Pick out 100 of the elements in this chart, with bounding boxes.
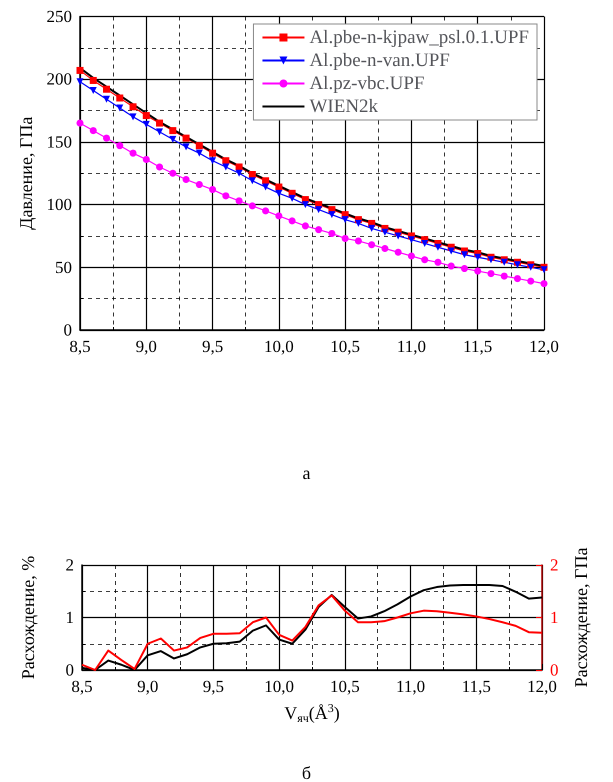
point — [76, 78, 84, 86]
point — [222, 163, 230, 170]
point — [460, 251, 468, 258]
y-tick-label: 1 — [66, 608, 74, 627]
y-tick-label: 0 — [64, 320, 72, 340]
point — [169, 136, 176, 143]
y-tick-label: 0 — [66, 660, 74, 680]
y2-tick-label: 1 — [550, 608, 558, 627]
point — [103, 134, 110, 142]
point — [90, 127, 97, 134]
point — [116, 142, 124, 150]
point — [142, 156, 150, 163]
point — [460, 265, 468, 272]
x-tick-label: 9,5 — [202, 677, 224, 696]
point — [368, 224, 376, 232]
text: б — [302, 763, 312, 782]
y-tick-label: 200 — [46, 70, 72, 89]
point — [262, 207, 270, 214]
point — [500, 272, 508, 280]
x-tick-label: 9,5 — [202, 337, 224, 356]
legend-label: Al.pz-vbc.UPF — [309, 73, 425, 94]
point — [288, 194, 296, 202]
point — [76, 120, 84, 127]
y-tick-label: 50 — [55, 258, 72, 277]
point — [222, 192, 230, 200]
point — [248, 177, 256, 184]
point — [275, 190, 282, 197]
point — [342, 234, 349, 242]
x-tick-label: 10,0 — [264, 337, 294, 356]
x-tick-label: 9,0 — [137, 677, 158, 696]
x-tick-label: 8,5 — [69, 337, 91, 356]
point — [315, 226, 322, 234]
point — [381, 228, 388, 236]
y-axis-title: Расхождение, % — [18, 556, 38, 680]
point — [169, 127, 176, 134]
point — [169, 170, 176, 177]
point — [222, 157, 230, 164]
point — [448, 248, 455, 254]
point — [76, 66, 84, 74]
legend-label: WIEN2k — [309, 96, 379, 117]
point — [236, 163, 243, 170]
x-tick-label: 10,5 — [330, 337, 360, 356]
point — [156, 128, 164, 136]
point — [302, 222, 309, 230]
point — [130, 150, 137, 157]
point — [196, 181, 203, 188]
point — [354, 220, 362, 227]
point — [381, 244, 388, 252]
point — [421, 240, 428, 247]
point — [236, 170, 243, 177]
point — [209, 157, 216, 164]
point — [142, 120, 150, 128]
y-tick-label: 2 — [66, 556, 74, 574]
point — [487, 256, 494, 264]
x-tick-label: 11,5 — [462, 677, 491, 696]
x-tick-label: 11,5 — [463, 337, 492, 356]
point — [130, 113, 137, 120]
point — [514, 275, 521, 282]
point — [236, 197, 243, 204]
point — [182, 143, 190, 150]
point — [248, 171, 256, 178]
point — [315, 206, 322, 214]
point — [209, 186, 216, 194]
point — [434, 258, 442, 266]
point — [275, 212, 282, 220]
point — [130, 103, 137, 110]
point — [288, 217, 296, 224]
point — [182, 176, 190, 184]
point — [262, 184, 270, 191]
point — [540, 266, 548, 274]
point — [142, 112, 150, 120]
point — [368, 241, 376, 248]
legend-label: Al.pbe-n-van.UPF — [309, 50, 450, 71]
point — [474, 268, 482, 275]
point — [90, 86, 97, 94]
x-tick-label: 12,0 — [527, 677, 557, 696]
point — [408, 252, 415, 260]
point — [196, 150, 203, 157]
point — [514, 261, 521, 268]
y-tick-label: 100 — [46, 195, 72, 214]
point — [527, 278, 534, 285]
point — [527, 264, 534, 271]
point — [116, 104, 124, 112]
point — [156, 120, 164, 127]
point — [434, 244, 442, 251]
point — [328, 211, 336, 218]
legend-label: Al.pbe-n-kjpaw_psl.0.1.UPF — [309, 27, 530, 48]
point — [156, 163, 164, 170]
point — [209, 150, 216, 157]
y-tick-label: 150 — [46, 132, 72, 152]
point — [302, 201, 309, 208]
x-tick-label: 8,5 — [71, 677, 93, 696]
point — [421, 256, 428, 264]
text: а — [302, 463, 311, 483]
point — [103, 86, 110, 93]
x-tick-label: 10,5 — [330, 677, 360, 696]
y2-tick-label: 0 — [550, 660, 558, 680]
point — [540, 280, 548, 288]
y-axis-title: Давление, ГПа — [16, 116, 36, 230]
point — [90, 76, 97, 84]
